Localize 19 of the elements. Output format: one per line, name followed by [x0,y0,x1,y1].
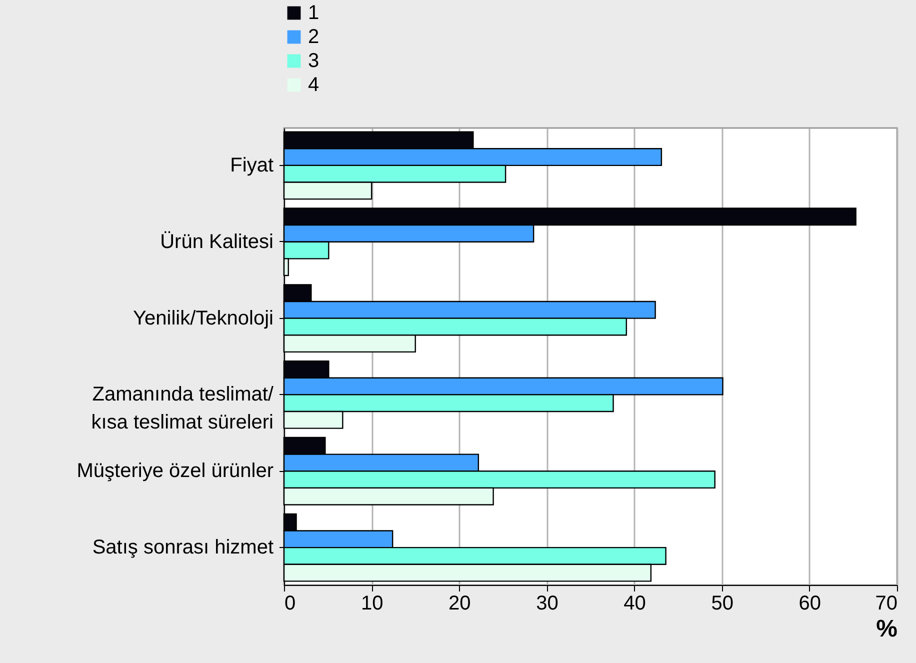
x-tick-label: 0 [284,592,296,614]
y-tick-label: Müşteriye özel ürünler [76,460,274,482]
legend-label: 3 [308,50,320,72]
y-tick-label: Ürün Kalitesi [160,230,274,253]
x-tick-label: 10 [360,592,384,614]
x-tick-label: 60 [798,592,822,614]
y-tick-label: Satış sonrası hizmet [92,536,274,559]
x-tick-label: 40 [624,592,646,614]
x-axis-title: % [876,616,898,642]
legend-label: 4 [308,74,320,96]
x-tick-label: 20 [448,592,471,614]
y-tick-label: Zamanında teslimat/ kısa teslimat süreleri [91,384,274,434]
y-tick-label: Fiyat [230,154,274,176]
x-tick-label: 70 [875,592,898,614]
legend-label: 1 [308,2,320,24]
y-tick-label: Yenilik/Teknoloji [133,307,274,330]
x-tick-label: 50 [711,592,734,614]
x-tick-label: 30 [536,592,558,614]
legend-label: 2 [308,26,320,48]
